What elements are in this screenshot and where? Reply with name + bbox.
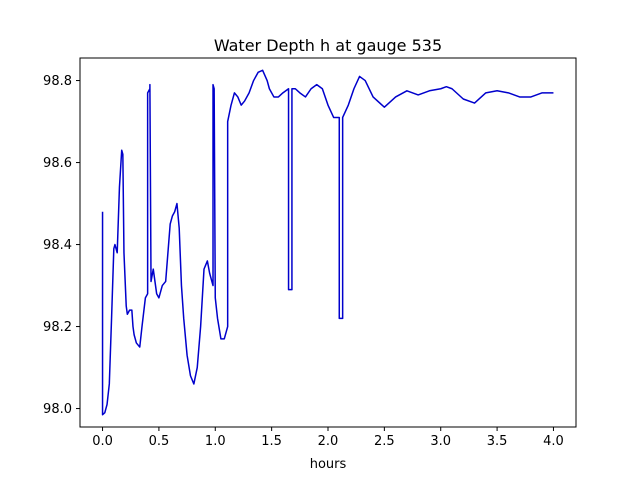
y-tick-label: 98.8 xyxy=(43,74,72,89)
series-line-0 xyxy=(101,69,554,416)
y-tick-label: 98.2 xyxy=(43,320,72,335)
x-tick-label: 2.0 xyxy=(318,434,339,449)
y-axis: 98.0 98.2 98.4 98.6 98.8 xyxy=(43,74,80,417)
x-tick-label: 0.0 xyxy=(92,434,113,449)
x-tick-label: 1.0 xyxy=(205,434,226,449)
x-tick-label: 0.5 xyxy=(149,434,170,449)
x-tick-label: 4.0 xyxy=(543,434,564,449)
x-axis-label: hours xyxy=(310,457,347,472)
x-tick-label: 3.5 xyxy=(487,434,508,449)
x-axis: 0.0 0.5 1.0 1.5 2.0 2.5 3.0 3.5 4.0 xyxy=(92,427,564,449)
chart-title: Water Depth h at gauge 535 xyxy=(214,36,442,55)
y-tick-label: 98.4 xyxy=(43,238,72,253)
x-tick-label: 2.5 xyxy=(374,434,395,449)
y-tick-label: 98.0 xyxy=(43,402,72,417)
y-tick-label: 98.6 xyxy=(43,156,72,171)
plot-area xyxy=(101,69,554,416)
x-tick-label: 3.0 xyxy=(430,434,451,449)
x-tick-label: 1.5 xyxy=(261,434,282,449)
